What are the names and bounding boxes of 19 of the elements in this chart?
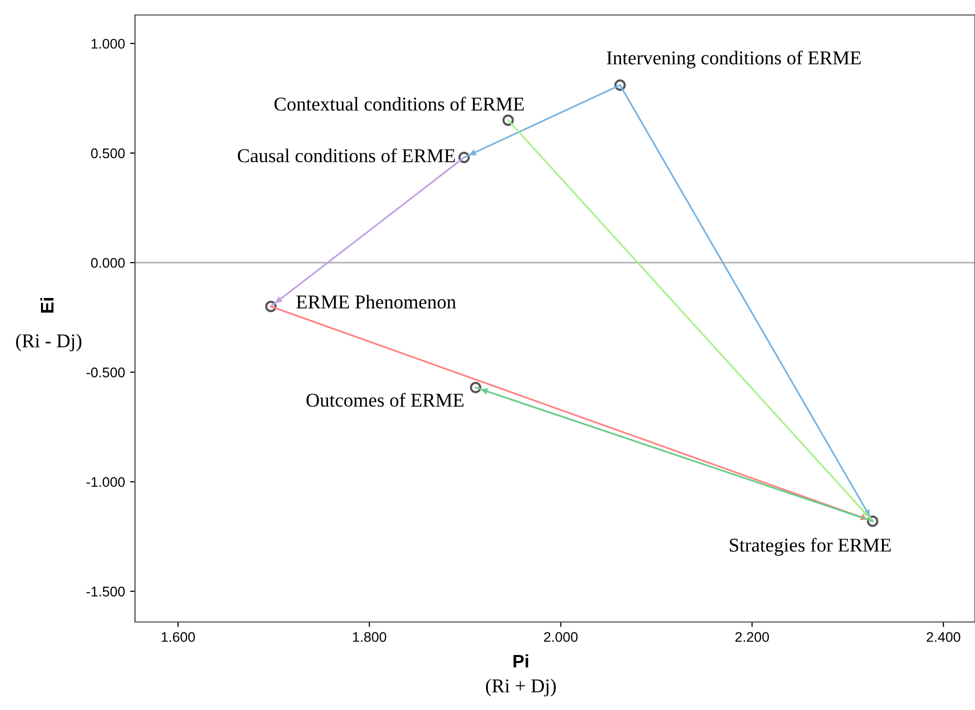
x-tick-label: 2.000 (544, 632, 578, 642)
y-tick-label: 0.000 (91, 258, 125, 268)
x-tick-label: 1.800 (353, 632, 386, 642)
y-tick-label: 1.000 (92, 38, 125, 49)
y-axis-title: Ei (Ri - Dj) (16, 298, 82, 352)
annotation: Contextual conditions of ERME (274, 96, 524, 111)
x-tick-label: 1.600 (162, 632, 195, 642)
x-axis-title: Pi (Ri + Dj) (486, 654, 556, 696)
annotation: Outcomes of ERME (306, 392, 464, 407)
x-tick-label: 2.400 (926, 632, 960, 642)
y-tick-label: -1.000 (86, 477, 125, 487)
y-tick-label: -1.500 (86, 586, 125, 596)
y-tick-label: -0.500 (86, 368, 125, 378)
x-tick-label: 2.200 (735, 632, 769, 642)
y-tick-label: 0.500 (91, 148, 125, 158)
annotation: Strategies for ERME (730, 538, 891, 556)
annotation: Causal conditions of ERME (238, 148, 455, 162)
annotation: ERME Phenomenon (296, 294, 456, 309)
annotation: Intervening conditions of ERME (606, 50, 861, 68)
